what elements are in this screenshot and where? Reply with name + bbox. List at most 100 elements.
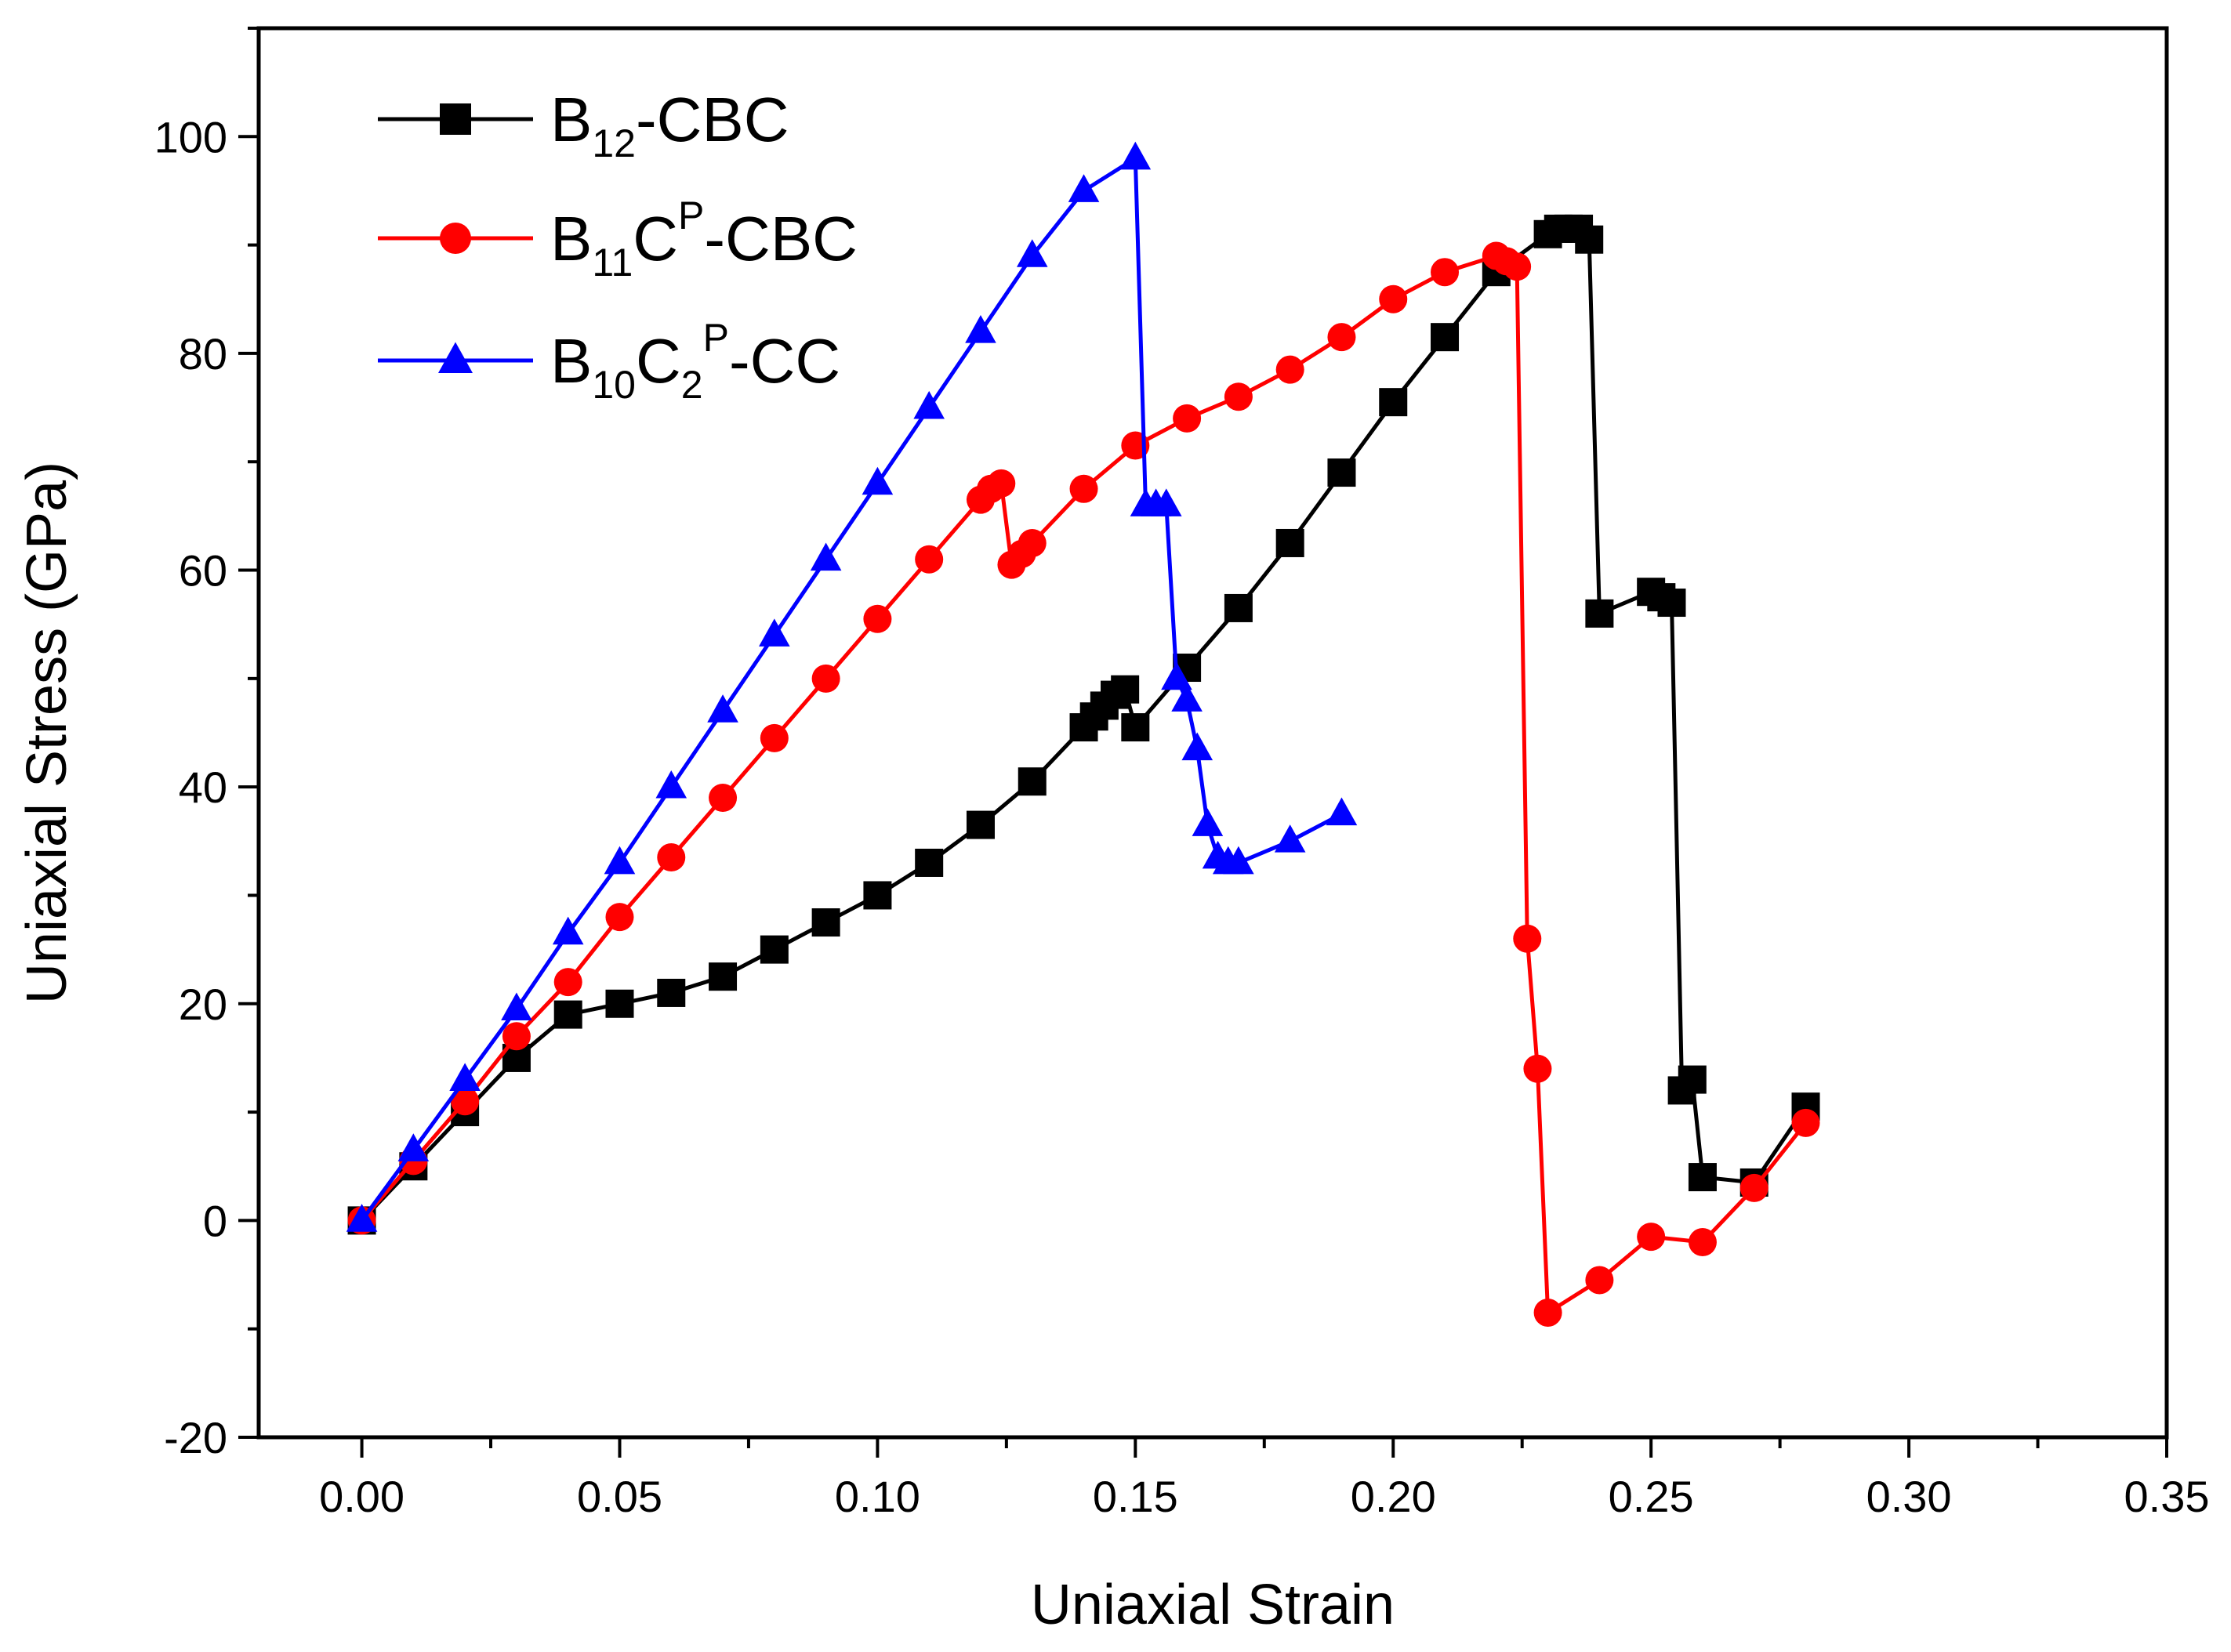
data-point — [553, 1000, 582, 1029]
data-point — [965, 315, 996, 343]
data-point — [759, 618, 790, 647]
y-axis-title: Uniaxial Stress (GPa) — [16, 462, 78, 1004]
data-point — [810, 542, 842, 571]
axis-layer: 0.00 0.05 0.10 0.15 0.20 0.25 0.30 0.35 -20 0 20 40… — [154, 27, 2210, 1521]
data-point — [1678, 1065, 1707, 1094]
data-point — [760, 935, 789, 964]
series-2 — [346, 141, 1358, 1232]
data-point — [397, 1133, 430, 1161]
data-point — [605, 989, 634, 1018]
data-point — [1637, 1223, 1666, 1252]
legend-label-part: 2 — [681, 363, 703, 407]
data-point — [1379, 284, 1408, 313]
data-point — [1069, 474, 1098, 503]
x-tick-label: 0.25 — [1609, 1472, 1694, 1521]
data-point — [1688, 1228, 1717, 1257]
legend-label-part: C — [633, 204, 678, 274]
y-tick-label: 60 — [179, 546, 227, 596]
x-tick-label: 0.05 — [577, 1472, 662, 1521]
x-tick-label: 0.00 — [319, 1472, 404, 1521]
data-point — [811, 908, 840, 937]
legend-label-part: B — [550, 204, 592, 274]
x-tick-label: 0.10 — [835, 1472, 920, 1521]
data-point — [1688, 1163, 1717, 1192]
x-tick-label: 0.15 — [1093, 1472, 1178, 1521]
data-point — [913, 390, 945, 419]
data-point — [346, 1204, 378, 1232]
data-point — [1275, 528, 1304, 557]
data-point — [707, 694, 738, 723]
data-point — [657, 978, 686, 1007]
legend-label: B12-CBC — [550, 85, 789, 165]
data-point — [552, 916, 584, 945]
data-point — [1224, 382, 1253, 411]
x-tick-label: 0.30 — [1866, 1472, 1952, 1521]
series-line — [360, 156, 1343, 1222]
data-point — [1018, 767, 1047, 796]
data-point — [1068, 174, 1100, 202]
data-point — [1181, 732, 1213, 761]
x-tick-label: 0.20 — [1351, 1472, 1436, 1521]
legend-label-part: -CC — [729, 326, 840, 396]
data-point — [449, 1063, 481, 1091]
data-point — [709, 783, 738, 812]
data-point — [1575, 225, 1604, 254]
legend-label-part: -CBC — [636, 85, 789, 154]
data-point — [1224, 593, 1253, 622]
y-tick-label: 40 — [179, 763, 227, 812]
legend-label-part: C — [636, 326, 681, 396]
data-point — [501, 992, 532, 1021]
legend-marker — [438, 342, 473, 373]
data-point — [1274, 824, 1306, 853]
data-point — [863, 881, 892, 910]
legend-entry: B11CP-CBC — [378, 194, 858, 284]
series-1 — [347, 241, 1820, 1327]
data-point — [553, 968, 582, 997]
data-point — [1171, 683, 1203, 712]
data-point — [1533, 1298, 1562, 1327]
legend-label-part: P — [678, 194, 704, 237]
data-point — [915, 545, 944, 574]
data-point — [502, 1022, 531, 1051]
y-tick-label: 20 — [179, 980, 227, 1029]
y-tick-label: 100 — [154, 112, 227, 161]
x-axis-title: Uniaxial Strain — [1031, 1574, 1395, 1636]
legend-label-part: B — [550, 326, 592, 396]
legend-label-part: 11 — [592, 241, 633, 284]
y-tick-label: -20 — [164, 1413, 227, 1462]
data-point — [709, 962, 738, 991]
legend-marker — [440, 103, 471, 135]
data-point — [1739, 1173, 1768, 1202]
data-point — [1585, 1266, 1614, 1295]
legend-label-part: B — [550, 85, 592, 154]
legend-label-part: 12 — [592, 121, 636, 165]
data-point — [1223, 846, 1254, 875]
data-point — [1513, 924, 1542, 953]
data-point — [657, 843, 686, 872]
data-point — [1275, 355, 1304, 384]
data-point — [655, 770, 687, 799]
legend-label: B11CP-CBC — [550, 194, 858, 284]
data-point — [987, 469, 1016, 498]
data-point — [760, 723, 789, 752]
data-point — [811, 664, 840, 693]
legend-label-part: -CBC — [704, 204, 858, 274]
data-point — [1150, 488, 1182, 516]
data-point — [1173, 404, 1202, 433]
data-point — [1523, 1054, 1552, 1083]
data-point — [1503, 252, 1532, 281]
data-point — [1018, 528, 1047, 557]
legend-marker — [440, 223, 471, 254]
legend-label: B10C2P-CC — [550, 316, 840, 407]
data-point — [1791, 1108, 1820, 1137]
legend-label-part: 10 — [592, 363, 636, 407]
data-point — [1657, 589, 1686, 618]
x-tick-label: 0.35 — [2124, 1472, 2210, 1521]
legend-entry: B10C2P-CC — [378, 316, 840, 407]
data-point — [1431, 258, 1460, 287]
legend-label-part: P — [703, 316, 729, 360]
data-point — [1016, 239, 1048, 267]
data-point — [1161, 661, 1192, 690]
